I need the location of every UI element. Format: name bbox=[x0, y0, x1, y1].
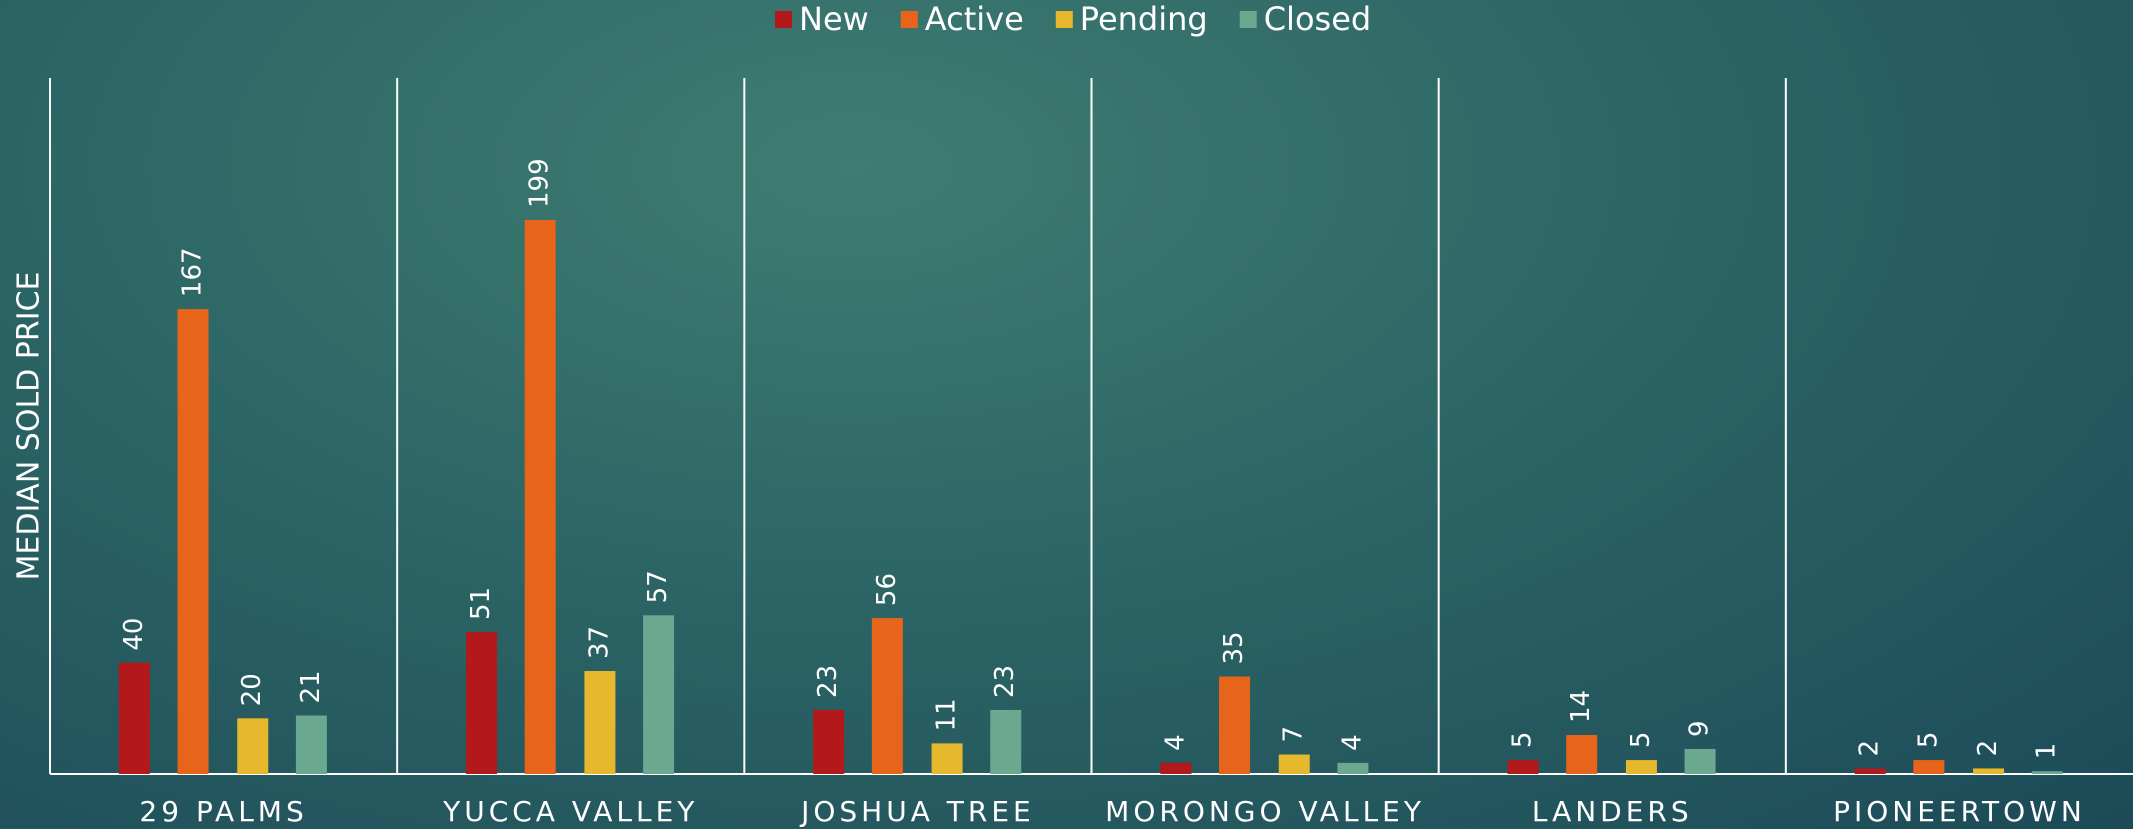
bar bbox=[237, 718, 269, 774]
bar bbox=[990, 709, 1022, 774]
value-label: 5 bbox=[1508, 732, 1538, 749]
value-label: 5 bbox=[1626, 732, 1656, 749]
bar bbox=[1973, 768, 2005, 774]
bar bbox=[466, 632, 498, 774]
bar bbox=[1507, 760, 1539, 774]
value-label: 21 bbox=[296, 670, 326, 703]
bar bbox=[177, 309, 209, 774]
x-tick-label: YUCCA VALLEY bbox=[442, 795, 698, 828]
x-tick-label: 29 PALMS bbox=[139, 795, 307, 828]
bar bbox=[584, 670, 616, 774]
x-tick-label: LANDERS bbox=[1532, 795, 1693, 828]
legend-label: Active bbox=[925, 0, 1024, 38]
bar bbox=[1278, 754, 1310, 774]
value-label: 56 bbox=[872, 573, 902, 606]
legend-label: Closed bbox=[1264, 0, 1371, 38]
bar bbox=[1219, 676, 1251, 774]
legend-swatch bbox=[900, 11, 918, 28]
value-label: 4 bbox=[1337, 734, 1367, 751]
value-label: 1 bbox=[2032, 743, 2062, 760]
bar bbox=[1913, 760, 1945, 774]
value-label: 23 bbox=[990, 665, 1020, 698]
legend-label: Pending bbox=[1080, 0, 1208, 38]
legend-label: New bbox=[799, 0, 869, 38]
bar bbox=[295, 715, 327, 774]
value-label: 35 bbox=[1219, 631, 1249, 664]
value-label: 4 bbox=[1160, 734, 1190, 751]
value-label: 2 bbox=[1973, 740, 2003, 757]
x-tick-label: MORONGO VALLEY bbox=[1105, 795, 1425, 828]
value-label: 57 bbox=[643, 570, 673, 603]
legend-swatch bbox=[1055, 11, 1073, 28]
bar bbox=[1566, 735, 1598, 774]
bar bbox=[1160, 762, 1192, 774]
bar bbox=[1684, 748, 1716, 774]
bar bbox=[813, 709, 845, 774]
value-label: 14 bbox=[1566, 690, 1596, 723]
value-label: 20 bbox=[237, 673, 267, 706]
bar bbox=[1337, 762, 1369, 774]
value-label: 11 bbox=[932, 698, 962, 731]
bar bbox=[1854, 768, 1886, 774]
value-label: 37 bbox=[584, 626, 614, 659]
bar bbox=[1625, 760, 1657, 774]
bar bbox=[118, 662, 150, 774]
x-tick-label: JOSHUA TREE bbox=[799, 795, 1035, 828]
value-label: 167 bbox=[178, 247, 208, 297]
value-label: 40 bbox=[119, 618, 149, 651]
value-label: 23 bbox=[813, 665, 843, 698]
x-tick-label: PIONEERTOWN bbox=[1833, 795, 2086, 828]
value-label: 7 bbox=[1279, 726, 1309, 743]
value-label: 9 bbox=[1685, 720, 1715, 737]
legend-swatch bbox=[1239, 11, 1257, 28]
bar bbox=[524, 219, 556, 774]
bar bbox=[931, 743, 963, 774]
value-label: 199 bbox=[525, 158, 555, 208]
bar bbox=[643, 615, 675, 774]
bar bbox=[871, 618, 903, 774]
value-label: 5 bbox=[1913, 732, 1943, 749]
legend-swatch bbox=[775, 11, 792, 28]
bar bbox=[2031, 771, 2063, 774]
value-label: 2 bbox=[1855, 740, 1885, 757]
y-axis-label: MEDIAN SOLD PRICE bbox=[12, 272, 47, 581]
value-label: 51 bbox=[466, 587, 496, 620]
